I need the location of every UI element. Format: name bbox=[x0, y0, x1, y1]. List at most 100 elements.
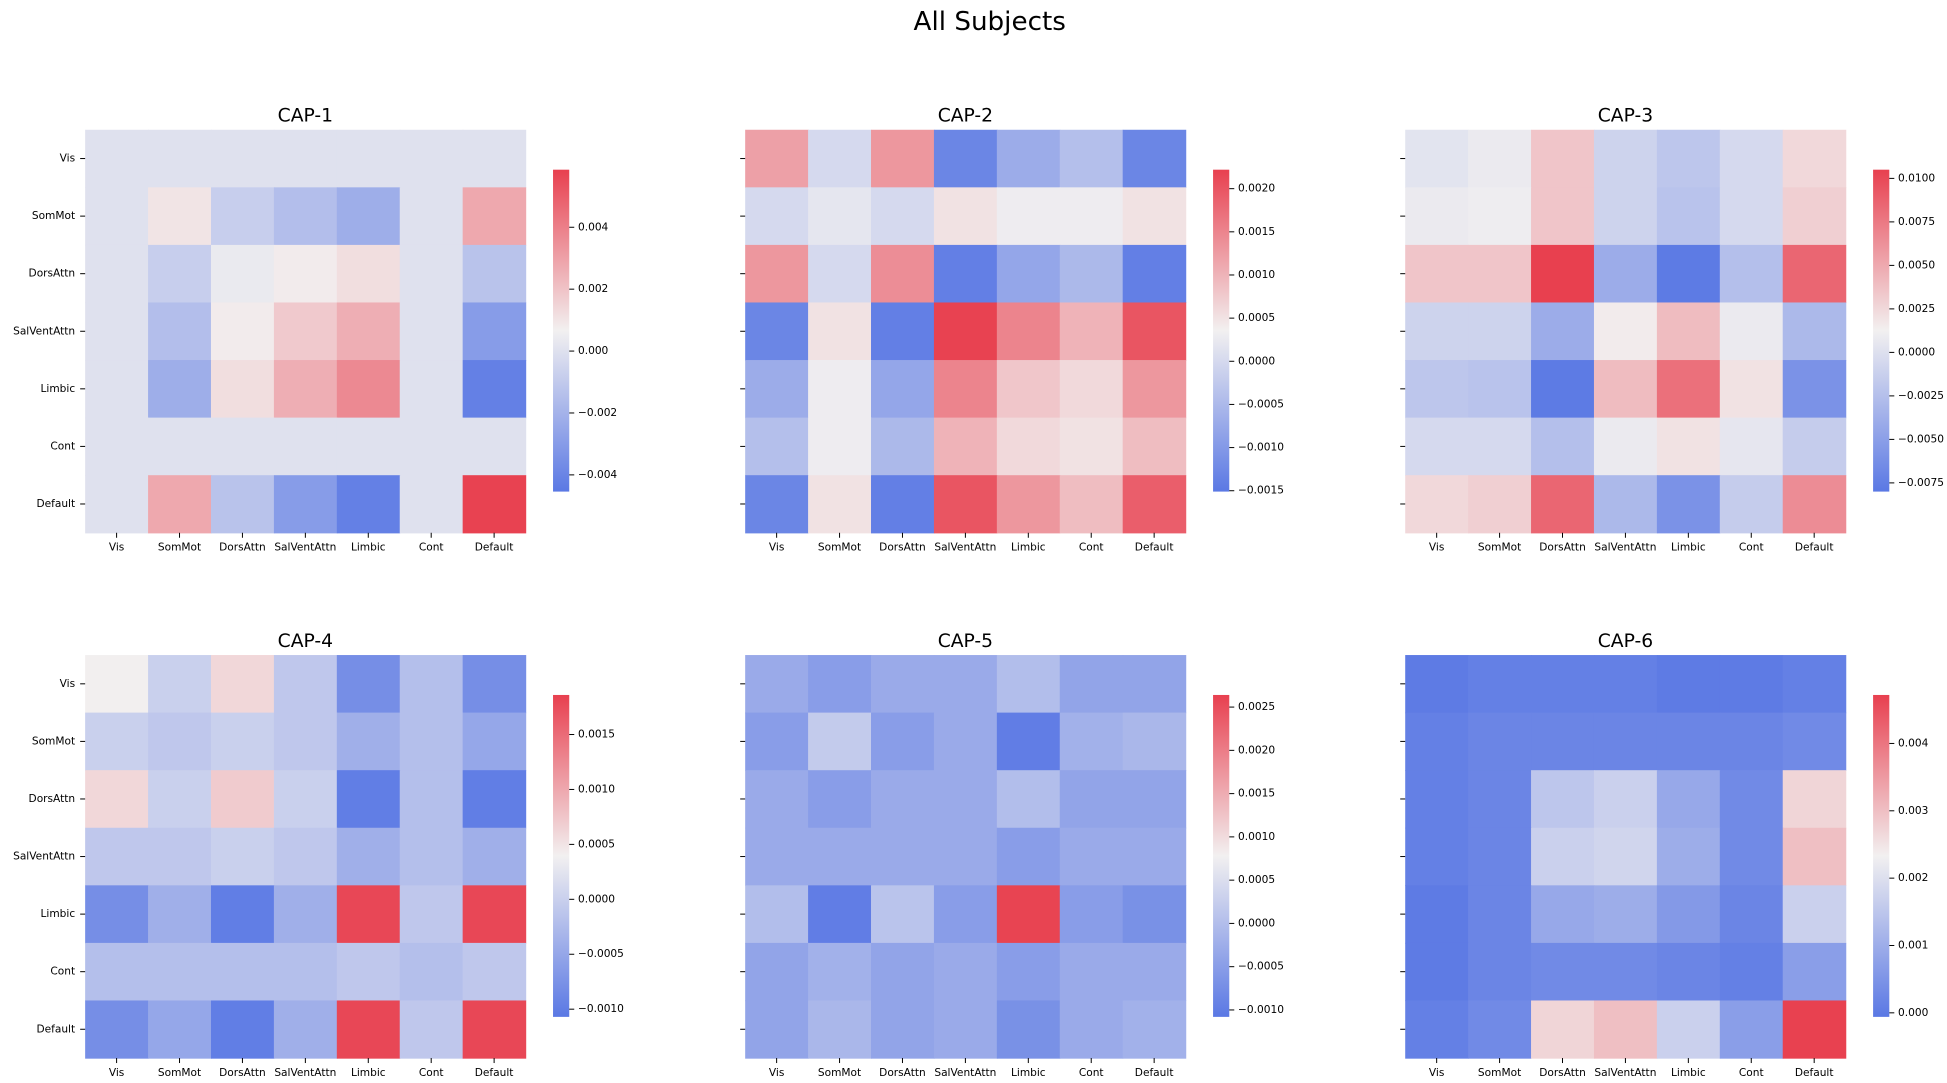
heatmap-cell bbox=[462, 187, 527, 246]
y-tick-label: SomMot bbox=[32, 210, 75, 222]
heatmap-cell bbox=[745, 417, 809, 476]
y-tick-label: SalVentAttn bbox=[13, 325, 75, 337]
y-tick-label: Default bbox=[36, 498, 75, 510]
heatmap-cell bbox=[871, 942, 935, 1002]
colorbar-tick-label: −0.0005 bbox=[1238, 961, 1284, 973]
x-tick-label: Limbic bbox=[1011, 542, 1046, 554]
heatmap-cell bbox=[871, 129, 935, 188]
heatmap-cell bbox=[148, 712, 212, 771]
heatmap-cell bbox=[1059, 1000, 1124, 1059]
x-tick-label: SalVentAttn bbox=[274, 1067, 336, 1079]
heatmap-cell bbox=[871, 770, 935, 829]
x-tick-label: Vis bbox=[769, 1067, 784, 1079]
heatmap-cell bbox=[996, 475, 1061, 534]
x-tick-label: SalVentAttn bbox=[274, 542, 336, 554]
colorbar bbox=[1873, 694, 1890, 1017]
heatmap-cell bbox=[462, 1000, 527, 1059]
heatmap-cell bbox=[1059, 417, 1124, 476]
x-tick-label: SomMot bbox=[158, 1067, 201, 1079]
heatmap-cell bbox=[148, 302, 212, 361]
heatmap-cell bbox=[85, 770, 149, 829]
heatmap-cell bbox=[148, 360, 212, 419]
x-tick-label: Cont bbox=[1079, 1067, 1104, 1079]
heatmap-cell bbox=[933, 475, 998, 534]
heatmap-cell bbox=[1405, 302, 1469, 361]
heatmap-cell bbox=[336, 244, 401, 304]
heatmap-cell bbox=[1405, 1000, 1469, 1059]
colorbar-tick-label: 0.0075 bbox=[1898, 216, 1935, 228]
y-tick-label: Vis bbox=[60, 153, 75, 165]
heatmap-cell bbox=[1122, 302, 1187, 361]
colorbar-tick-label: 0.0020 bbox=[1238, 183, 1275, 195]
heatmap-cell bbox=[273, 827, 338, 886]
heatmap-cell bbox=[273, 129, 338, 188]
heatmap-cell bbox=[1593, 244, 1658, 304]
heatmap-cell bbox=[1059, 712, 1124, 771]
heatmap-cell bbox=[1656, 302, 1721, 361]
heatmap-cell bbox=[1059, 942, 1124, 1002]
heatmap-cell bbox=[808, 770, 872, 829]
heatmap-cell bbox=[399, 712, 464, 771]
heatmap-cell bbox=[1593, 885, 1658, 944]
heatmap-cell bbox=[1122, 827, 1187, 886]
panel-title: CAP-2 bbox=[938, 106, 993, 127]
heatmap-cell bbox=[745, 655, 809, 714]
heatmap-cell bbox=[85, 1000, 149, 1059]
heatmap-cell bbox=[1531, 475, 1595, 534]
heatmap-cell bbox=[210, 187, 275, 246]
heatmap-cell bbox=[336, 360, 401, 419]
heatmap-cell bbox=[210, 129, 275, 188]
heatmap-cell bbox=[871, 244, 935, 304]
heatmap-cell bbox=[1782, 942, 1847, 1002]
heatmap-cell bbox=[1782, 655, 1847, 714]
heatmap-cell bbox=[745, 187, 809, 246]
heatmap-cell bbox=[871, 302, 935, 361]
heatmap-cell bbox=[1122, 475, 1187, 534]
heatmap-cell bbox=[336, 417, 401, 476]
heatmap-cell bbox=[85, 360, 149, 419]
heatmap-cell bbox=[1656, 244, 1721, 304]
x-tick-label: SomMot bbox=[1478, 542, 1521, 554]
heatmap-cell bbox=[745, 885, 809, 944]
heatmap-cell bbox=[1656, 475, 1721, 534]
colorbar-tick-label: 0.001 bbox=[1898, 939, 1928, 951]
colorbar-tick-label: 0.004 bbox=[578, 221, 609, 233]
heatmap-cell bbox=[1656, 129, 1721, 188]
heatmap-cell bbox=[996, 302, 1061, 361]
heatmap-cell bbox=[1405, 417, 1469, 476]
heatmap-cell bbox=[1531, 417, 1595, 476]
heatmap-cell bbox=[1468, 712, 1532, 771]
heatmap-cell bbox=[336, 885, 401, 944]
heatmap-cell bbox=[85, 302, 149, 361]
heatmap-cell bbox=[1593, 942, 1658, 1002]
heatmap-cell bbox=[1719, 885, 1784, 944]
figure-title: All Subjects bbox=[914, 7, 1066, 37]
colorbar-tick-label: 0.0010 bbox=[1238, 831, 1275, 843]
heatmap-cell bbox=[996, 655, 1061, 714]
x-tick-label: Vis bbox=[1429, 542, 1444, 554]
heatmap-cell bbox=[745, 302, 809, 361]
heatmap-cell bbox=[1122, 655, 1187, 714]
heatmap-cell bbox=[462, 244, 527, 304]
heatmap-cell bbox=[273, 655, 338, 714]
heatmap-cell bbox=[933, 417, 998, 476]
heatmap-cell bbox=[933, 302, 998, 361]
heatmap-cell bbox=[1468, 885, 1532, 944]
heatmap-cell bbox=[273, 244, 338, 304]
heatmap-cell bbox=[1593, 655, 1658, 714]
heatmap-cell bbox=[996, 244, 1061, 304]
heatmap-cell bbox=[808, 655, 872, 714]
x-tick-label: Cont bbox=[1079, 542, 1104, 554]
heatmap-cell bbox=[1531, 244, 1595, 304]
heatmap-cell bbox=[933, 885, 998, 944]
colorbar-tick-label: 0.0005 bbox=[578, 838, 615, 850]
heatmap-cell bbox=[273, 770, 338, 829]
heatmap-cell bbox=[1656, 655, 1721, 714]
heatmap-cell bbox=[1059, 187, 1124, 246]
heatmap-cell bbox=[1531, 885, 1595, 944]
heatmap-cell bbox=[210, 244, 275, 304]
heatmap-cell bbox=[1468, 475, 1532, 534]
x-tick-label: SomMot bbox=[818, 1067, 861, 1079]
y-tick-label: Vis bbox=[60, 678, 75, 690]
heatmap-cell bbox=[745, 770, 809, 829]
